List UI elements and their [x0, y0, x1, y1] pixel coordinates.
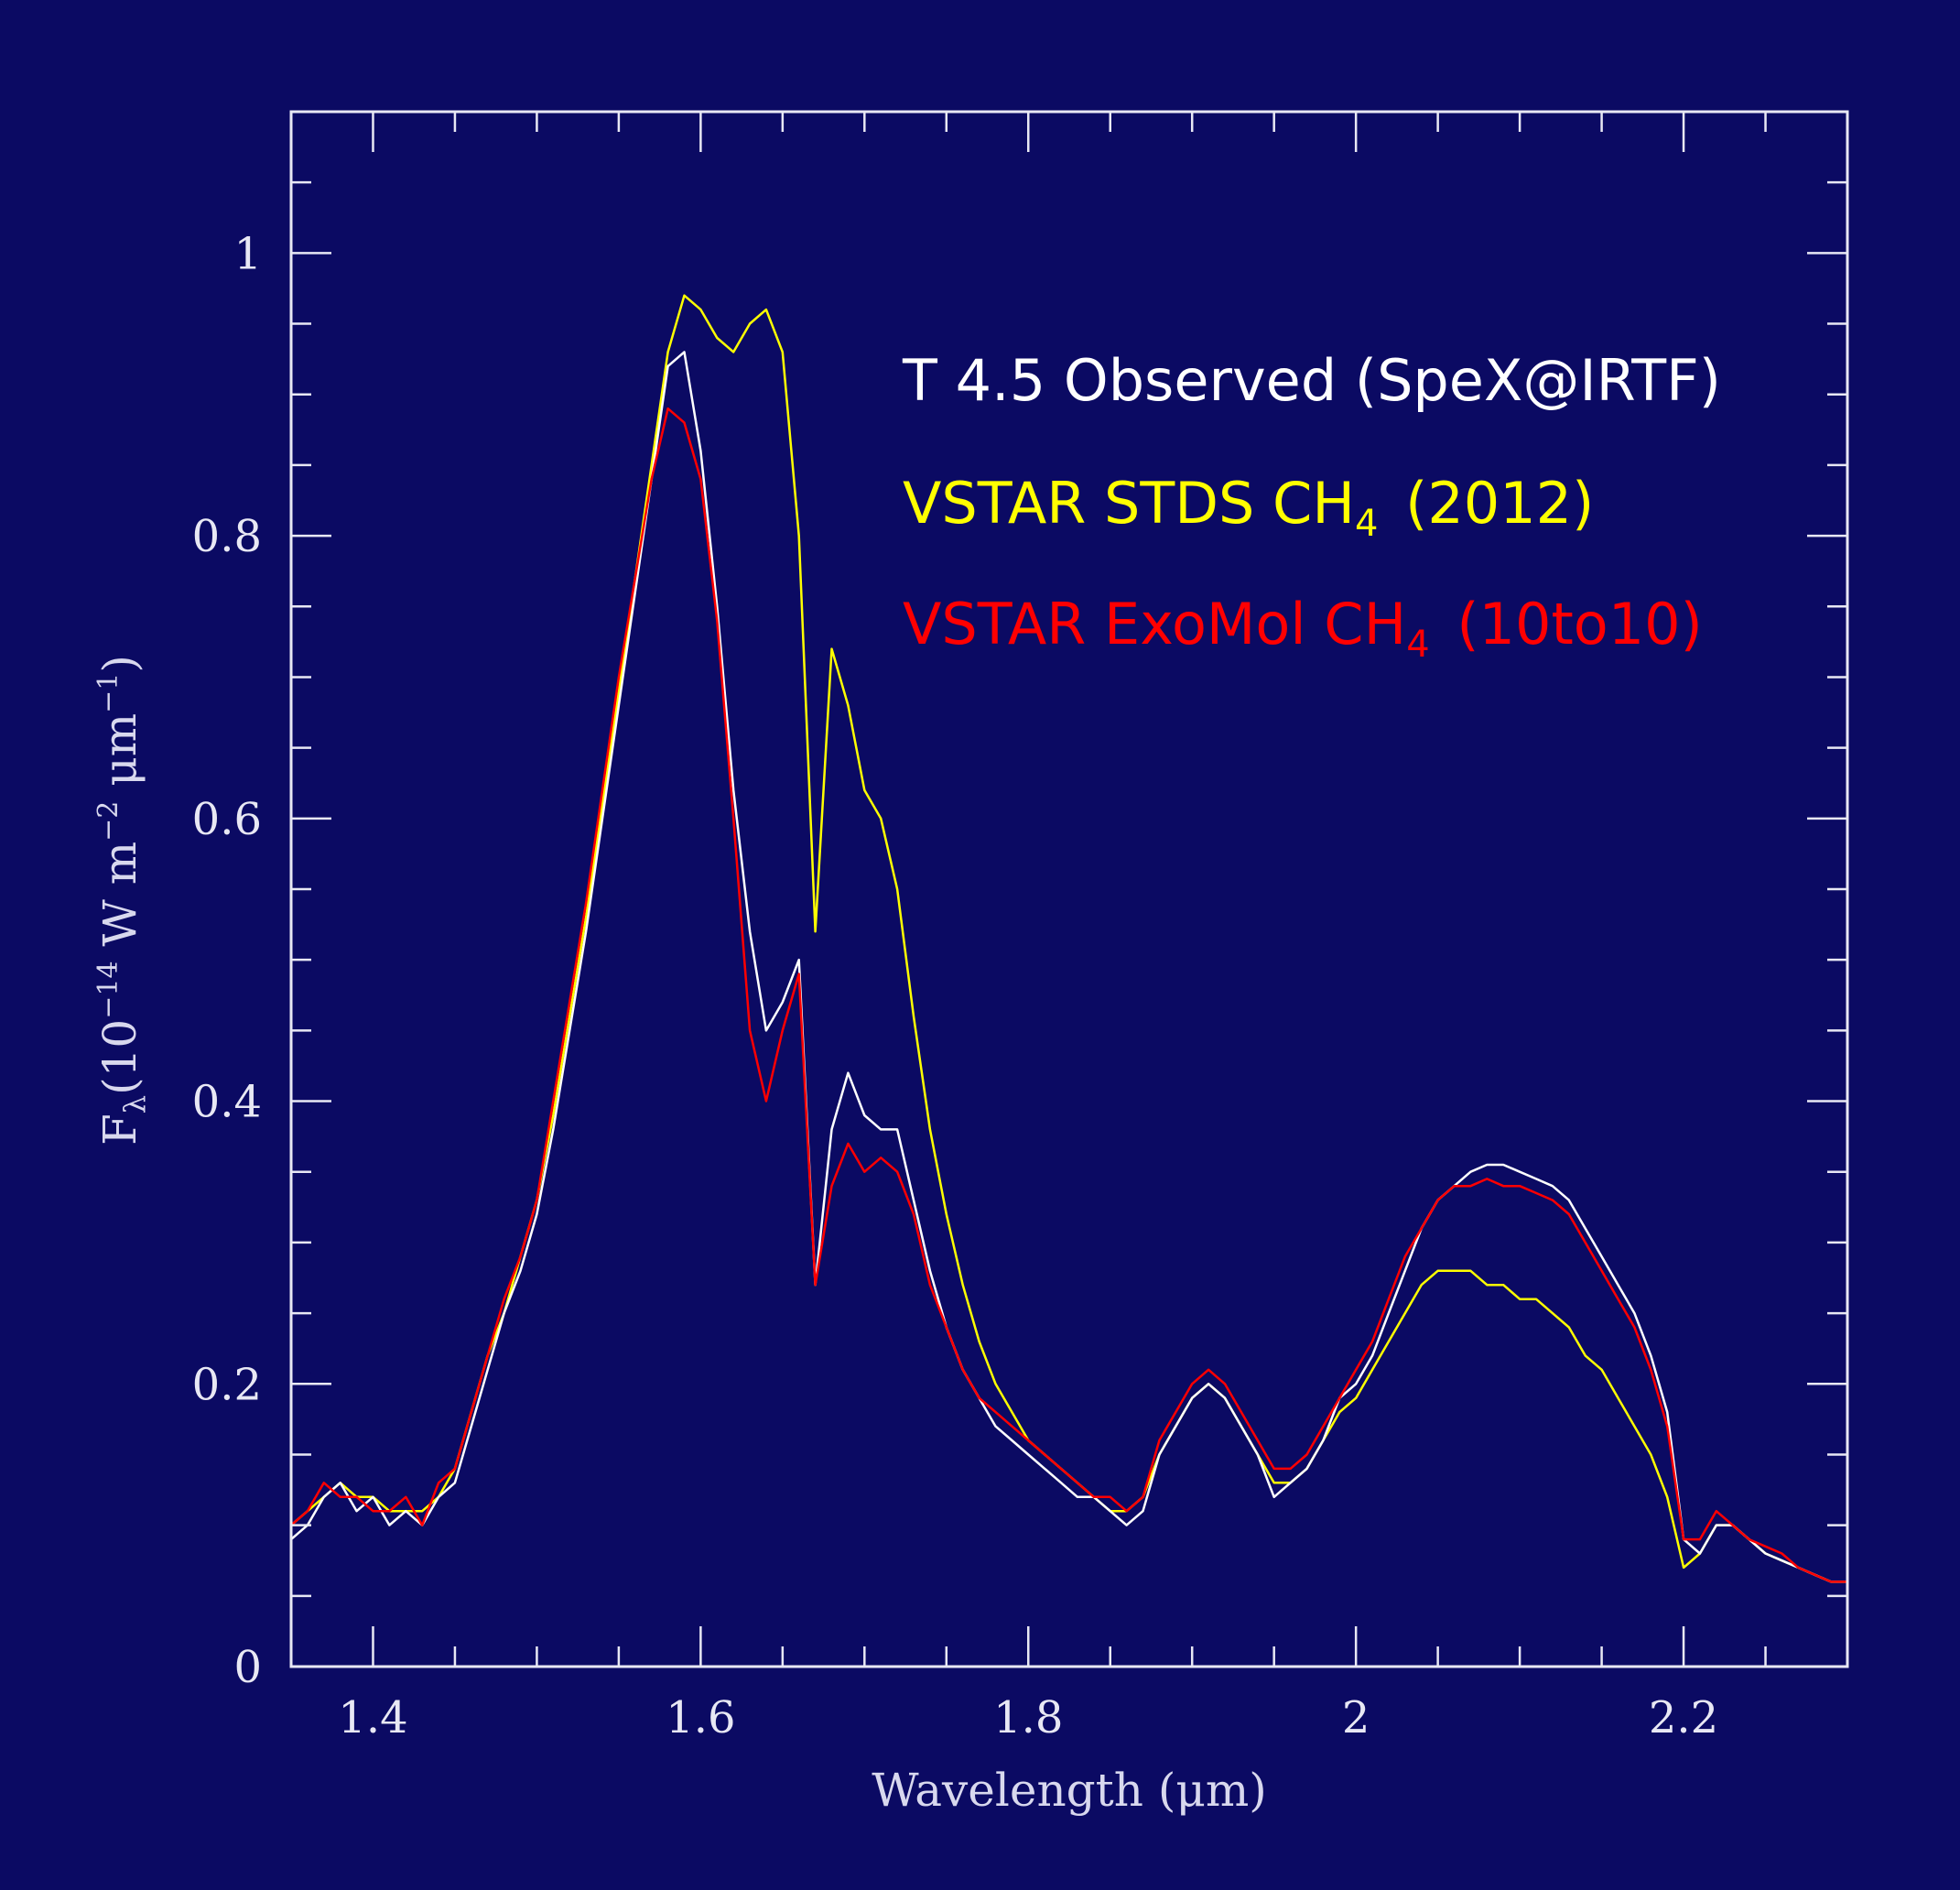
series-line-0 — [290, 351, 1847, 1583]
y-label-text3: μm — [93, 713, 146, 801]
y-label-exp1: −14 — [92, 961, 125, 1018]
legend-stds: VSTAR STDS CH4 (2012) — [903, 470, 1594, 545]
tick-labels-layer: 1.4 1.6 1.8 2 2.2 0 0.2 0.4 0.6 0.8 1 — [192, 228, 1719, 1743]
x-tick-label: 1.4 — [338, 1692, 407, 1743]
y-tick-label: 0.6 — [192, 794, 262, 845]
ticks-layer — [289, 110, 1849, 1668]
y-label-text2: W m — [93, 842, 146, 961]
x-axis-title: Wavelength (μm) — [872, 1764, 1267, 1817]
series-layer — [290, 294, 1847, 1583]
y-tick-label: 0.2 — [192, 1359, 262, 1410]
y-tick-label: 0 — [233, 1642, 262, 1693]
x-tick-label: 2.2 — [1649, 1692, 1718, 1743]
x-tick-label: 1.8 — [993, 1692, 1063, 1743]
y-axis-title: Fλ(10−14 W m−2 μm−1) — [92, 655, 152, 1146]
y-label-main: F — [93, 1113, 146, 1146]
legend-exomol: VSTAR ExoMol CH4 (10to10) — [903, 591, 1703, 666]
y-tick-label: 0.8 — [192, 511, 262, 562]
y-label-sub: λ — [117, 1095, 152, 1113]
y-label-exp2: −2 — [92, 801, 125, 842]
x-tick-label: 2 — [1342, 1692, 1370, 1743]
series-line-2 — [290, 407, 1847, 1583]
y-label-exp3: −1 — [92, 673, 125, 713]
plot-frame — [289, 110, 1849, 1668]
y-label-text1: (10 — [93, 1019, 146, 1095]
legend-observed: T 4.5 Observed (SpeX@IRTF) — [902, 347, 1721, 414]
y-tick-label: 1 — [233, 228, 262, 279]
y-tick-label: 0.4 — [192, 1077, 262, 1128]
y-label-text4: ) — [93, 655, 146, 673]
x-tick-label: 1.6 — [666, 1692, 735, 1743]
legend: T 4.5 Observed (SpeX@IRTF) VSTAR STDS CH… — [902, 347, 1721, 666]
